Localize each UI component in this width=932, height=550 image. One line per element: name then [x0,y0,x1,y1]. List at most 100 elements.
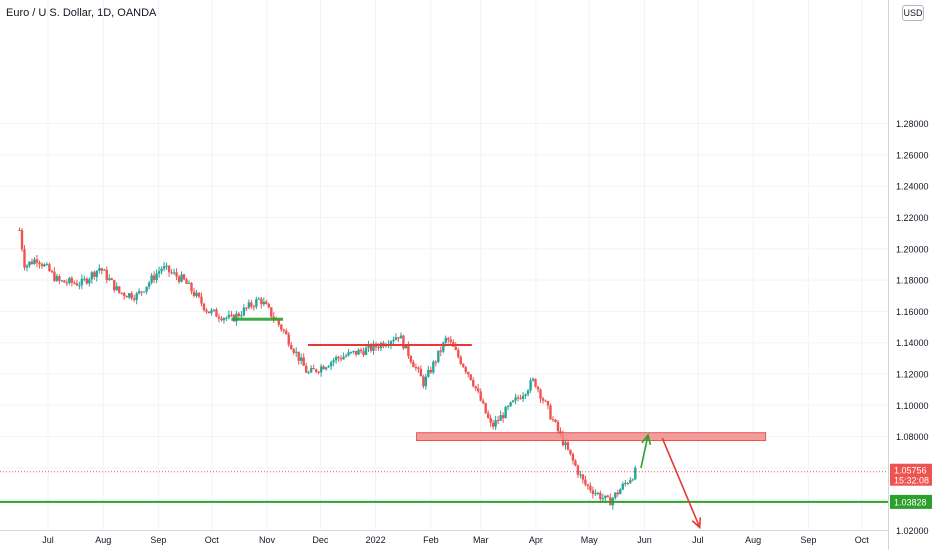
candle-body [511,400,515,403]
candle-body [302,357,305,366]
candle-body [604,495,607,499]
candle-body [432,361,435,373]
candle-body [45,264,49,266]
x-tick-label: Sep [150,535,166,545]
candle-body [619,489,622,495]
candle-body [167,265,171,273]
candle-body [195,292,198,297]
candle-body [142,291,146,293]
candle-body [407,344,410,357]
candle-body [172,272,176,274]
candle-body [222,318,226,321]
candle-body [292,349,295,353]
candle-body [576,465,580,475]
candle-body [437,350,440,363]
candle-body [399,335,403,339]
candle-body [262,301,266,305]
candle-body [98,268,101,271]
candle-body [469,374,472,380]
y-tick-label: 1.18000 [896,276,929,286]
candle-body [160,268,163,272]
x-tick-label: Jun [637,535,652,545]
candle-body [489,417,492,423]
candle-body [531,378,535,381]
candle-body [392,339,395,342]
candle-body [120,292,123,294]
candle-body [566,442,570,450]
candle-body [454,346,457,350]
candle-body [494,420,497,427]
candle-body [177,276,181,282]
candle-body [362,351,365,355]
candle-body [372,343,375,351]
candle-body [464,367,467,372]
candle-body [427,369,430,377]
x-tick-label: Jul [692,535,704,545]
x-tick-label: 2022 [366,535,386,545]
candle-body [529,380,532,391]
candle-body [70,278,74,283]
candle-body [491,422,495,427]
candle-body [409,356,413,363]
candle-body [197,292,201,297]
candle-body [35,259,39,263]
candle-body [277,319,280,325]
candle-body [257,298,261,300]
candle-body [629,480,632,484]
candle-body [312,368,315,370]
candle-body [481,400,485,404]
candle-body [58,276,61,281]
candle-body [295,351,298,353]
arrow-down-shaft [661,437,701,528]
candle-body [332,360,335,363]
candle-body [354,350,358,355]
candle-body [80,278,84,286]
candle-body [402,335,405,349]
candle-body [200,296,203,304]
candle-body [247,302,251,308]
x-tick-label: Oct [855,535,870,545]
candle-body [127,293,131,298]
candle-body [574,460,577,466]
x-tick-label: Nov [259,535,276,545]
candle-body [327,366,330,368]
candle-body [225,317,228,319]
candle-body [422,376,425,387]
currency-badge[interactable]: USD [902,5,924,21]
candle-body [215,309,218,317]
candle-body [287,334,290,345]
candle-body [280,324,283,330]
candle-body [352,350,355,352]
candle-body [579,474,582,476]
candle-body [300,357,303,361]
candle-body [521,395,525,399]
candle-body [564,442,567,446]
candle-body [165,265,168,267]
candle-body [270,307,273,317]
candle-body [282,329,285,331]
candle-body [202,303,206,310]
candle-body [242,307,246,316]
candle-body [434,361,438,363]
y-tick-label: 1.02000 [896,526,929,536]
candle-body [255,299,258,307]
candle-body [105,269,108,280]
candle-body [591,490,595,495]
candle-body [571,453,575,461]
candle-body [472,379,475,387]
candle-body [526,390,530,395]
x-tick-label: Aug [95,535,111,545]
y-tick-label: 1.08000 [896,432,929,442]
candle-body [314,369,318,372]
candle-body [90,272,94,280]
candle-body [606,495,610,498]
candle-body [324,367,328,370]
y-tick-label: 1.26000 [896,150,929,160]
candle-body [40,264,44,267]
candle-body [462,363,465,368]
candle-body [479,391,482,401]
candle-body [227,314,231,318]
candle-body [20,230,24,250]
